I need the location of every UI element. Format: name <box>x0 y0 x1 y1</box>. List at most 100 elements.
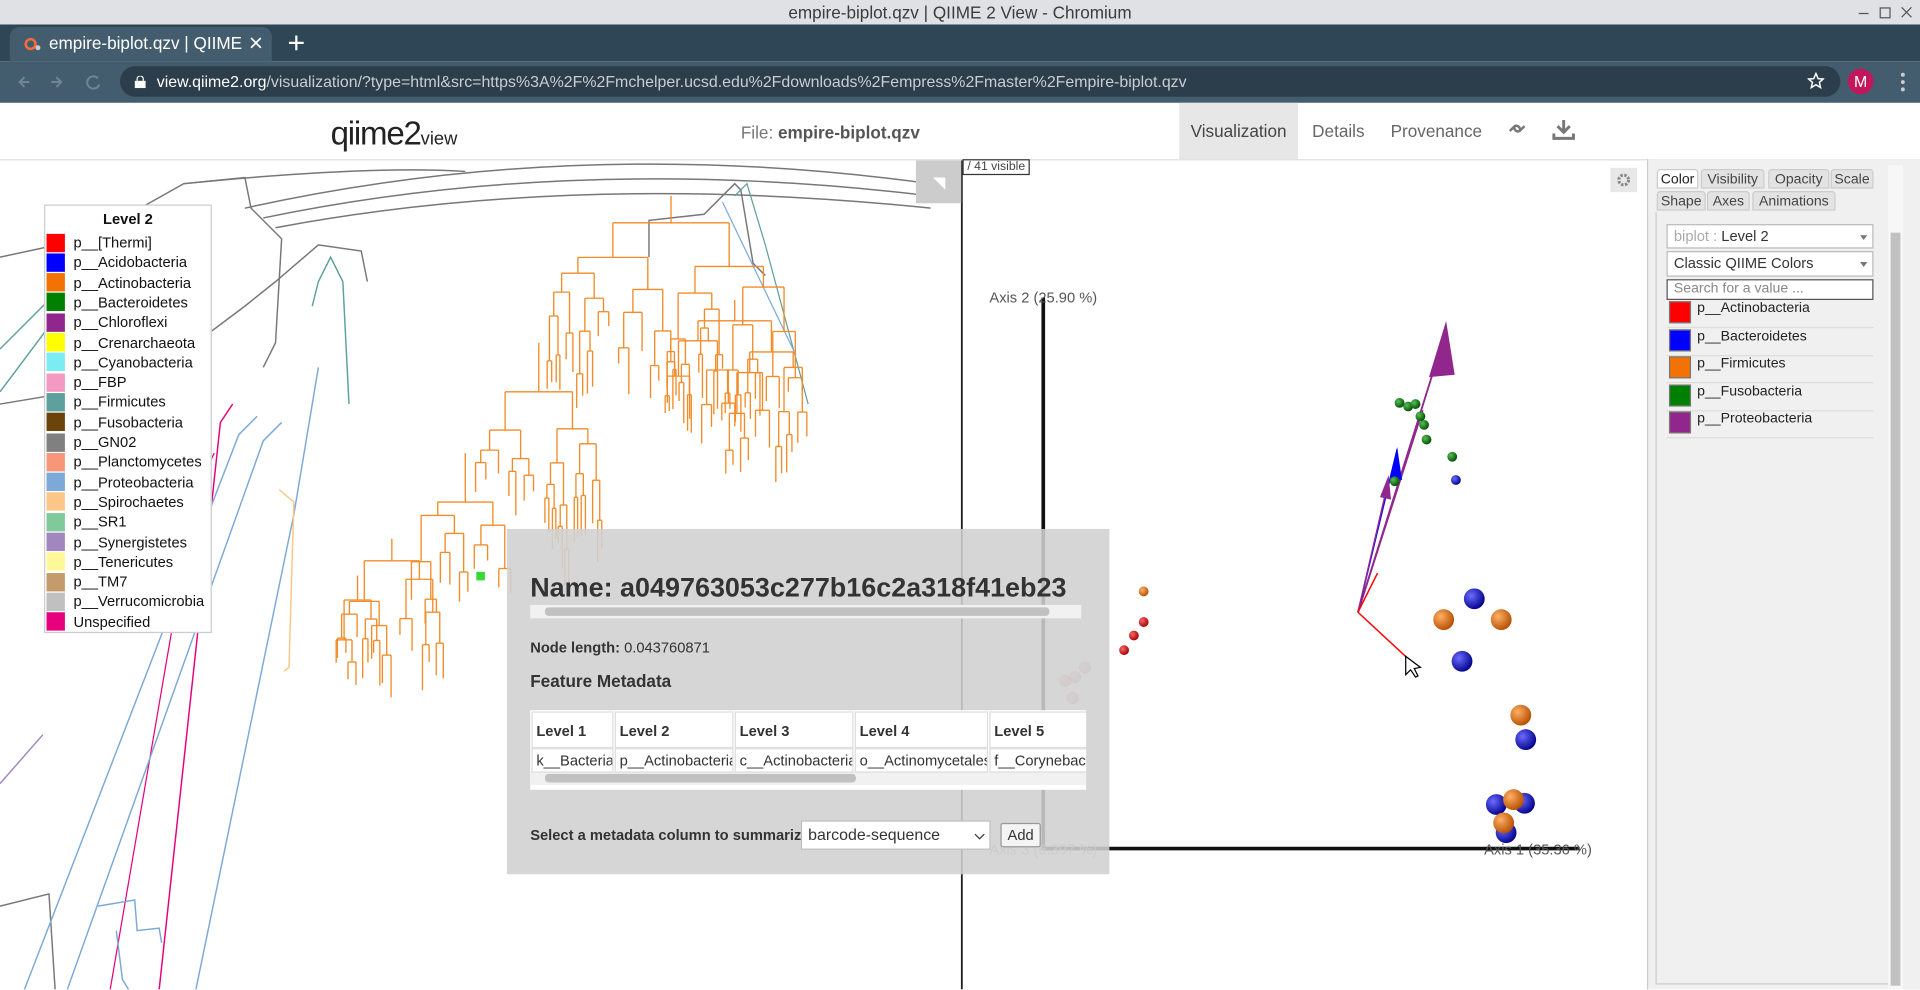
node-length-value: 0.043760871 <box>624 639 710 657</box>
scrollbar[interactable] <box>1888 165 1903 990</box>
legend-label: p__Chloroflexi <box>73 313 168 331</box>
navigation-buttons[interactable] <box>17 73 105 90</box>
header-icons[interactable] <box>1507 119 1576 141</box>
legend-label: p__Cyanobacteria <box>73 353 193 371</box>
colormap-value: Classic QIIME Colors <box>1673 254 1814 272</box>
color-swatch[interactable] <box>1668 384 1692 407</box>
sample-point[interactable] <box>1485 794 1507 815</box>
color-swatch[interactable] <box>1668 301 1692 324</box>
legend-item: p__Firmicutes <box>46 392 210 412</box>
summarize-select[interactable]: barcode-sequence <box>800 820 991 850</box>
tree-branch <box>0 299 50 350</box>
nav-item[interactable]: Details <box>1312 121 1365 141</box>
menu-button[interactable] <box>1899 71 1906 93</box>
color-swatch[interactable] <box>1668 356 1692 379</box>
panel-tab[interactable]: Opacity <box>1768 168 1830 189</box>
nav-item[interactable]: Visualization <box>1179 102 1298 160</box>
sample-point[interactable] <box>1503 789 1524 810</box>
legend-swatch <box>46 552 65 571</box>
profile-avatar[interactable]: M <box>1847 68 1874 95</box>
sample-point[interactable] <box>1451 475 1461 485</box>
sample-point[interactable] <box>1463 588 1485 610</box>
window-title: empire-biplot.qzv | QIIME 2 View - Chrom… <box>0 0 1920 25</box>
panel-tab[interactable]: Color <box>1656 168 1699 189</box>
sample-point[interactable] <box>1410 399 1421 409</box>
biplot-arrow <box>1357 572 1379 613</box>
color-swatch[interactable] <box>1668 411 1692 434</box>
tree-branch <box>195 367 320 990</box>
sample-point[interactable] <box>1510 704 1532 726</box>
legend-item: p__Chloroflexi <box>46 312 210 332</box>
legend-item: p__[Thermi] <box>46 233 210 253</box>
new-tab-button[interactable] <box>288 34 305 51</box>
sample-point[interactable] <box>1515 729 1537 750</box>
legend-swatch <box>46 273 65 292</box>
category-select[interactable]: biplot : Level 2 <box>1666 224 1874 249</box>
color-swatch[interactable] <box>1668 328 1692 351</box>
panel-tab[interactable]: Visibility <box>1700 168 1765 189</box>
node-length: Node length: 0.043760871 <box>530 639 710 656</box>
node-name-label: Name: <box>530 571 613 603</box>
nav-item[interactable]: Provenance <box>1390 121 1483 141</box>
close-icon[interactable] <box>1901 6 1912 18</box>
table-cell: k__Bacteria <box>531 748 614 773</box>
legend-item: p__Actinobacteria <box>46 273 210 293</box>
browser-tab[interactable]: empire-biplot.qzv | QIIME 2 View <box>9 26 272 62</box>
legend-item: p__Tenericutes <box>46 552 210 572</box>
colormap-select[interactable]: Classic QIIME Colors <box>1666 251 1874 277</box>
category-value: Level 2 <box>1721 227 1769 245</box>
sample-point[interactable] <box>1138 586 1149 597</box>
sample-point[interactable] <box>1138 617 1149 627</box>
color-legend-item: p__Fusobacteria <box>1666 383 1874 412</box>
legend-item: p__Cyanobacteria <box>46 352 210 372</box>
maximize-icon[interactable] <box>1879 7 1891 19</box>
panel-tab[interactable]: Animations <box>1752 191 1836 211</box>
sample-point[interactable] <box>1119 645 1129 656</box>
legend-swatch <box>46 432 65 452</box>
tab-close[interactable] <box>250 37 262 49</box>
scrollbar[interactable] <box>530 771 1087 785</box>
sample-point[interactable] <box>1447 451 1458 462</box>
sample-point[interactable] <box>1433 609 1455 630</box>
legend-item: p__GN02 <box>46 432 210 452</box>
panel-tab[interactable]: Shape <box>1656 191 1706 211</box>
add-button[interactable]: Add <box>1000 822 1041 848</box>
sample-point[interactable] <box>1128 630 1139 641</box>
bookmark-star[interactable] <box>1807 72 1825 90</box>
sample-point[interactable] <box>1490 609 1512 630</box>
sample-point[interactable] <box>1493 812 1515 834</box>
legend-swatch <box>46 253 65 272</box>
sample-point[interactable] <box>1421 434 1432 445</box>
search-input[interactable]: Search for a value ... <box>1666 279 1874 300</box>
color-legend-item: p__Firmicutes <box>1666 355 1874 384</box>
sample-point[interactable] <box>1419 420 1429 430</box>
legend-swatch <box>46 612 65 631</box>
app-header <box>0 102 1920 161</box>
legend-label: p__Bacteroidetes <box>73 293 188 311</box>
selected-node[interactable] <box>476 571 485 581</box>
sample-point[interactable] <box>1415 411 1426 422</box>
tab-strip <box>0 24 1920 62</box>
legend-label: p__Fusobacteria <box>73 413 183 431</box>
sample-point[interactable] <box>1394 397 1405 408</box>
logo[interactable]: qiime2view <box>331 115 458 153</box>
biplot-arrow-head <box>1389 446 1403 480</box>
settings-button[interactable] <box>1610 167 1638 193</box>
summarize-label: Select a metadata column to summarize <box>530 826 810 844</box>
legend-item: p__TM7 <box>46 572 210 592</box>
panel-tab[interactable]: Axes <box>1706 191 1750 211</box>
window-controls[interactable] <box>1851 4 1917 21</box>
sample-point[interactable] <box>1451 650 1473 672</box>
sample-point[interactable] <box>1389 476 1400 487</box>
legend-item: p__Bacteroidetes <box>46 293 210 313</box>
tree-legend: Level 2 p__[Thermi] p__Acidobacteria p__Ac… <box>44 204 212 634</box>
scrollbar[interactable] <box>530 604 1082 619</box>
legend-swatch <box>46 372 65 392</box>
biplot-arrow-head <box>1428 320 1455 378</box>
address-bar[interactable]: view.qiime2.org/visualization/?type=html… <box>120 66 1841 97</box>
select-caret <box>1860 262 1868 267</box>
panel-tab[interactable]: Scale <box>1830 168 1874 189</box>
